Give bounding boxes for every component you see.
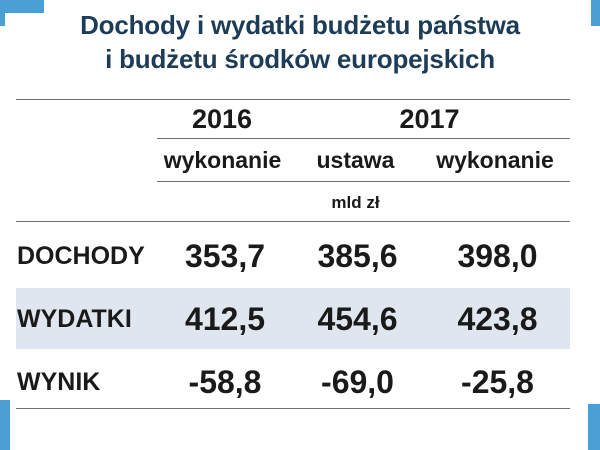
table-cell-dochody-2017-ustawa: 385,6 <box>317 238 398 274</box>
slide-title-line-1: Dochody i wydatki budżetu państwa <box>80 10 520 40</box>
table-divider-top <box>16 99 570 100</box>
table-row-highlight <box>16 288 570 349</box>
table-divider-bottom <box>16 408 570 409</box>
row-label-dochody: DOCHODY <box>17 242 145 270</box>
slide-title-line-2: i budżetu środków europejskich <box>105 44 495 74</box>
row-label-wydatki: WYDATKI <box>17 305 132 333</box>
corner-accent-top-right <box>591 0 600 26</box>
corner-accent-left-edge <box>0 0 5 26</box>
table-cell-wydatki-2017-wykonanie: 423,8 <box>457 301 538 337</box>
corner-accent-bottom-right <box>588 404 600 450</box>
table-divider-header <box>16 221 570 222</box>
corner-accent-top-left <box>0 0 44 13</box>
row-label-wynik: WYNIK <box>17 368 101 396</box>
table-cell-wynik-2017-wykonanie: -25,8 <box>461 364 534 400</box>
table-cell-dochody-2017-wykonanie: 398,0 <box>457 238 538 274</box>
table-cell-wydatki-2016-wykonanie: 412,5 <box>184 301 266 337</box>
table-cell-wydatki-2017-ustawa: 454,6 <box>317 301 398 337</box>
column-subheader-2016-wykonanie: wykonanie <box>163 147 282 173</box>
table-cell-wynik-2016-wykonanie: -58,8 <box>188 364 262 400</box>
column-subheader-2017-ustawa: ustawa <box>316 147 395 173</box>
column-header-year-2016: 2016 <box>191 104 253 134</box>
table-cell-wynik-2017-ustawa: -69,0 <box>321 364 394 400</box>
column-subheader-2017-wykonanie: wykonanie <box>436 147 554 173</box>
table-divider-subheaders <box>157 181 570 182</box>
column-header-year-2017: 2017 <box>399 104 460 134</box>
unit-label: mld zł <box>331 193 380 212</box>
corner-accent-bottom-left <box>0 400 10 450</box>
slide-title: Dochody i wydatki budżetu państwa i budż… <box>20 8 580 76</box>
table-cell-dochody-2016-wykonanie: 353,7 <box>184 238 266 274</box>
table-divider-years <box>157 138 570 139</box>
